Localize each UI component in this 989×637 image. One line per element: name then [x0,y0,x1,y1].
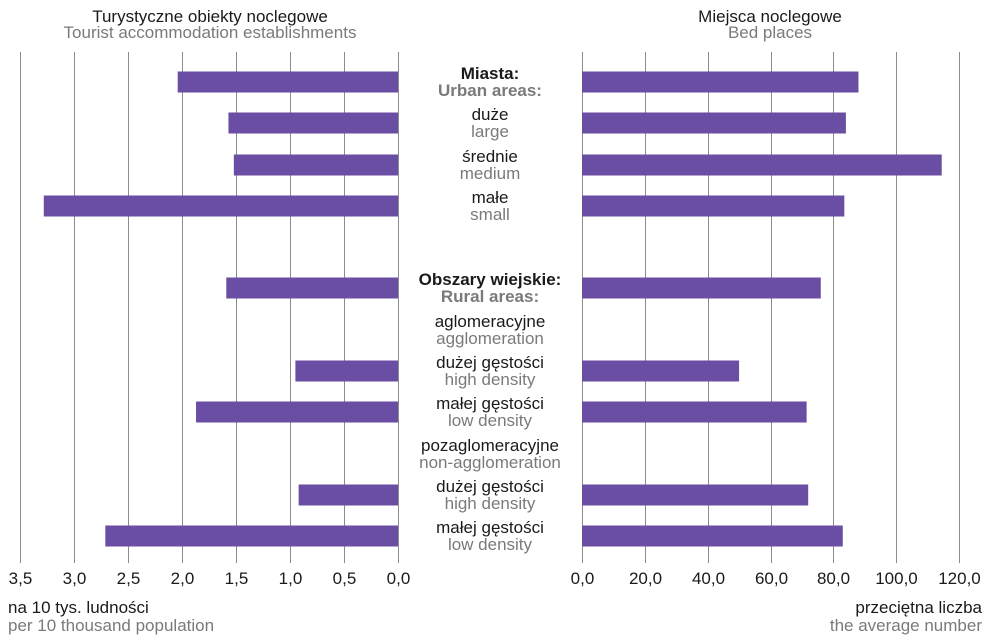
tick-label: 1,0 [279,569,303,588]
right-panel-title: Miejsca noclegowe [698,7,842,26]
right-bar [582,360,740,382]
left-bar [228,112,398,134]
right-bar [582,154,942,176]
left-panel-title: Turystyczne obiekty noclegowe [92,7,328,26]
category-sublabel: high density [445,494,536,513]
right-bar [582,525,843,547]
category-sublabel: Rural areas: [441,287,539,306]
category-label: średnie [462,147,518,166]
left-bar [233,154,398,176]
tick-label: 80,0 [817,569,850,588]
left-bar [43,195,398,217]
category-label: małej gęstości [436,394,544,413]
left-bar [295,360,398,382]
tick-label: 0,0 [571,569,595,588]
gridlines [20,52,960,563]
right-unit-sublabel: the average number [830,616,982,635]
right-bar [582,484,809,506]
right-bar [582,401,807,423]
category-sublabel: Urban areas: [438,81,542,100]
right-bar [582,112,846,134]
category-sublabel: high density [445,370,536,389]
category-sublabel: non-agglomeration [419,453,561,472]
tick-label: 0,5 [333,569,357,588]
category-label: małe [472,188,509,207]
category-sublabel: agglomeration [436,329,544,348]
category-sublabel: low density [448,535,533,554]
left-unit-sublabel: per 10 thousand population [8,616,214,635]
tick-label: 3,0 [63,569,87,588]
category-sublabel: large [471,122,509,141]
left-unit-label: na 10 tys. ludności [8,598,149,617]
tick-label: 100,0 [875,569,918,588]
bars [43,71,942,547]
tick-label: 40,0 [692,569,725,588]
category-label: małej gęstości [436,518,544,537]
right-bar [582,277,821,299]
right-bar [582,71,859,93]
category-label: aglomeracyjne [435,312,546,331]
category-label: pozaglomeracyjne [421,436,559,455]
left-bar [105,525,398,547]
category-label: dużej gęstości [436,353,544,372]
tick-label: 3,5 [9,569,33,588]
category-label: duże [472,105,509,124]
left-bar [298,484,398,506]
tick-labels: 0,0 0,5 1,0 1,5 2,0 2,5 3,0 3,5 0,0 20,0 40,0 60,0 8… [9,569,981,588]
category-sublabel: medium [460,164,520,183]
tick-label: 0,0 [387,569,411,588]
right-unit-label: przeciętna liczba [855,598,982,617]
right-panel-subtitle: Bed places [728,23,812,42]
category-sublabel: low density [448,411,533,430]
category-label: Miasta: [461,64,520,83]
left-bar [226,277,398,299]
tick-label: 60,0 [755,569,788,588]
left-bar [177,71,398,93]
right-bar [582,195,845,217]
category-label: Obszary wiejskie: [419,270,562,289]
tick-label: 2,0 [171,569,195,588]
tick-label: 2,5 [117,569,141,588]
left-panel-subtitle: Tourist accommodation establishments [64,23,357,42]
category-label: dużej gęstości [436,477,544,496]
left-bar [196,401,398,423]
category-sublabel: small [470,205,510,224]
tick-label: 120,0 [938,569,981,588]
tick-label: 1,5 [225,569,249,588]
tick-label: 20,0 [629,569,662,588]
